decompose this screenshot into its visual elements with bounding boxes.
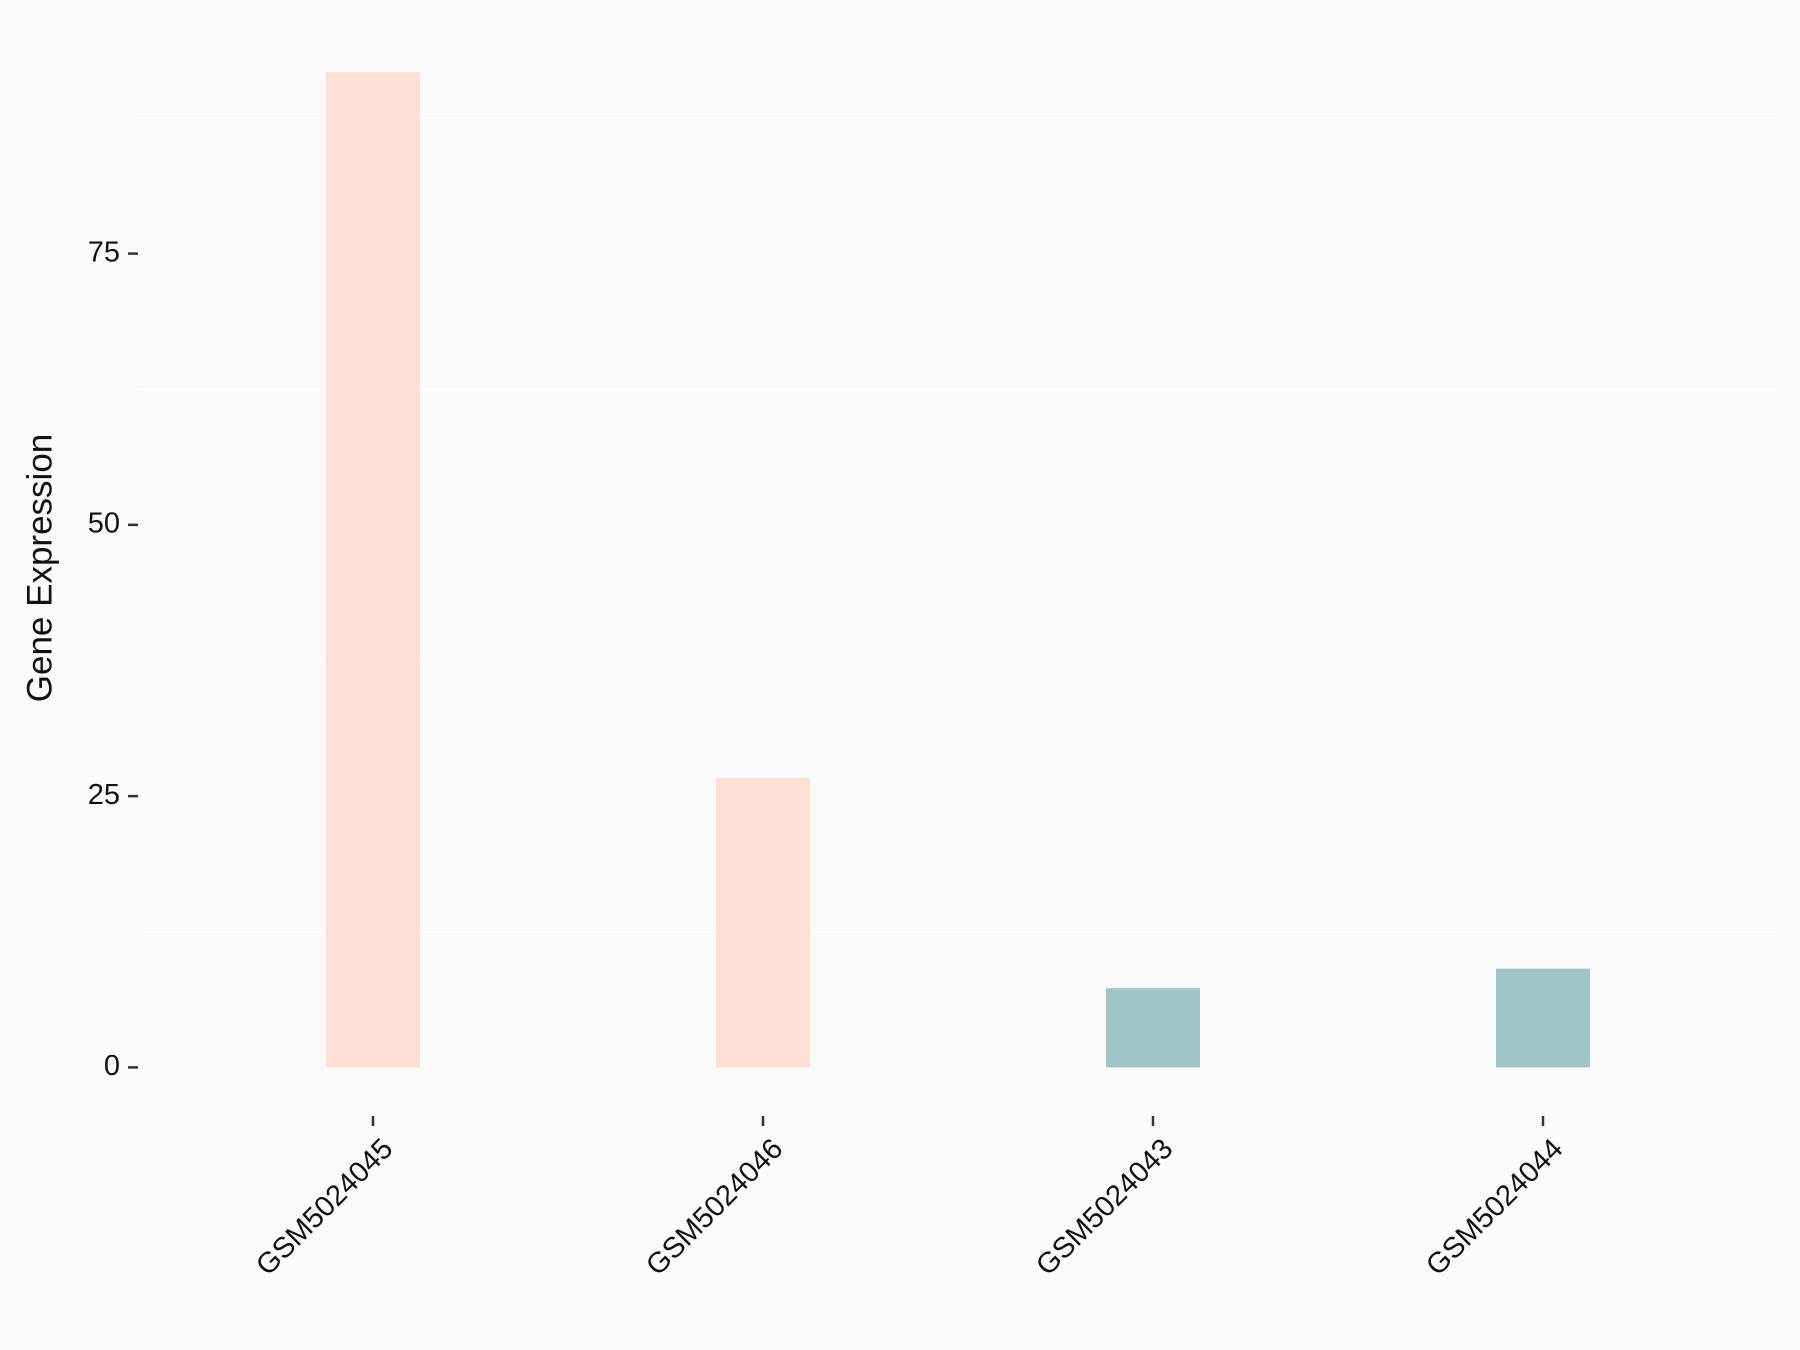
bar xyxy=(1106,988,1200,1068)
bar xyxy=(716,777,810,1068)
y-tick-label: 50 xyxy=(88,508,120,540)
y-axis-title: Gene Expression xyxy=(20,434,59,702)
y-tick-label: 25 xyxy=(88,779,120,811)
y-tick-label: 0 xyxy=(104,1050,120,1082)
y-tick-label: 75 xyxy=(88,236,120,268)
bar xyxy=(1496,968,1590,1068)
bar xyxy=(326,72,420,1068)
